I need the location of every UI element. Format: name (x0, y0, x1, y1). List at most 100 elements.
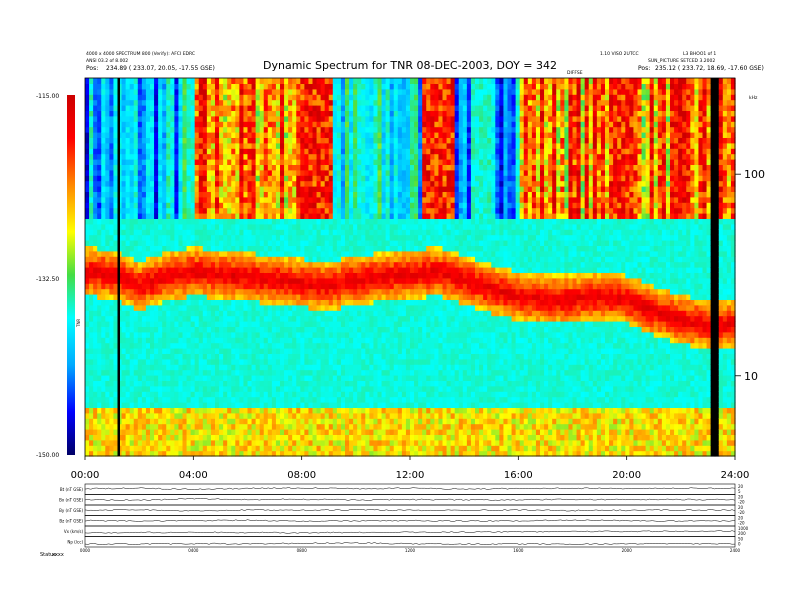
spectrogram-cell (251, 169, 257, 176)
spectrogram-cell (174, 272, 180, 279)
spectrogram-cell (158, 159, 163, 165)
spectrogram-cell (170, 115, 175, 122)
spectrogram-cell (93, 418, 98, 425)
spectrogram-cell (158, 250, 163, 257)
spectrogram-cell (308, 105, 314, 111)
spectrogram-cell (235, 315, 240, 322)
spectrogram-cell (243, 396, 249, 403)
spectrogram-cell (174, 88, 180, 95)
spectrogram-cell (316, 164, 322, 171)
spectrogram-cell (292, 375, 297, 381)
spectrogram-cell (206, 348, 212, 354)
spectrogram-cell (231, 418, 236, 425)
spectrogram-cell (109, 126, 115, 133)
spectrogram-cell (275, 196, 281, 203)
spectrogram-cell (206, 304, 212, 311)
spectrogram-cell (133, 115, 139, 122)
spectrogram-cell (93, 175, 98, 182)
spectrogram-cell (284, 115, 289, 122)
spectrogram-cell (178, 213, 184, 219)
spectrogram-cell (345, 418, 350, 425)
spectrogram-cell (105, 423, 110, 430)
spectrogram-cell (89, 294, 94, 300)
spectrogram-cell (361, 218, 366, 225)
spectrogram-cell (239, 294, 245, 300)
spectrogram-cell (239, 288, 245, 295)
spectrogram-cell (369, 240, 375, 246)
spectrogram-cell (308, 126, 314, 133)
spectrogram-cell (357, 277, 362, 284)
spectrogram-cell (288, 326, 293, 333)
spectrogram-cell (231, 126, 236, 133)
spectrogram-cell (320, 105, 326, 111)
spectrogram-cell (129, 207, 135, 214)
spectrogram-cell (336, 234, 342, 241)
spectrogram-cell (85, 375, 90, 381)
spectrogram-cell (206, 396, 212, 403)
spectrogram-cell (296, 375, 301, 381)
spectrogram-cell (312, 164, 318, 171)
spectrogram-cell (158, 137, 163, 144)
spectrogram-cell (243, 450, 249, 457)
spectrogram-cell (235, 364, 240, 371)
spectrogram-cell (243, 326, 249, 333)
spectrogram-cell (129, 121, 135, 128)
spectrogram-cell (332, 132, 338, 138)
spectrogram-cell (369, 213, 375, 219)
spectrogram-cell (162, 429, 167, 435)
spectrogram-cell (263, 429, 269, 435)
spectrogram-cell (105, 132, 110, 138)
spectrogram-cell (227, 126, 232, 133)
spectrogram-cell (89, 358, 94, 365)
spectrogram-cell (275, 337, 281, 344)
spectrogram-cell (357, 283, 362, 290)
spectrogram-cell (186, 186, 192, 192)
spectrogram-cell (345, 159, 350, 165)
spectrogram-cell (166, 83, 171, 90)
spectrogram-cell (89, 148, 94, 155)
spectrogram-cell (353, 304, 358, 311)
spectrogram-cell (365, 310, 370, 317)
spectrogram-cell (255, 88, 261, 95)
spectrogram-cell (255, 164, 261, 171)
spectrogram-cell (235, 261, 240, 268)
spectrogram-cell (316, 342, 322, 349)
spectrogram-cell (263, 294, 269, 300)
spectrogram-cell (150, 353, 155, 360)
spectrogram-cell (243, 342, 249, 349)
spectrogram-cell (296, 358, 301, 365)
spectrogram-cell (190, 83, 196, 90)
spectrogram-cell (353, 439, 358, 446)
spectrogram-cell (308, 202, 314, 209)
spectrogram-cell (101, 180, 106, 187)
spectrogram-cell (316, 115, 322, 122)
spectrogram-cell (219, 207, 224, 214)
spectrogram-cell (133, 142, 139, 149)
spectrogram-cell (247, 310, 253, 317)
spectrogram-cell (170, 121, 175, 128)
spectrogram-cell (190, 196, 196, 203)
spectrogram-cell (178, 412, 184, 419)
spectrogram-cell (174, 196, 180, 203)
spectrogram-cell (101, 369, 106, 376)
spectrogram-cell (361, 439, 366, 446)
spectrogram-cell (158, 218, 163, 225)
spectrogram-cell (105, 110, 110, 117)
spectrogram-cell (174, 342, 180, 349)
spectrogram-cell (129, 391, 135, 398)
spectrogram-cell (349, 364, 354, 371)
spectrogram-cell (296, 261, 301, 268)
spectrogram-cell (215, 407, 220, 414)
spectrogram-cell (190, 213, 196, 219)
spectrogram-cell (267, 272, 273, 279)
spectrogram-cell (85, 121, 90, 128)
spectrogram-cell (215, 256, 220, 263)
spectrogram-cell (231, 191, 236, 198)
spectrogram-cell (182, 115, 188, 122)
spectrogram-cell (365, 412, 370, 419)
spectrogram-cell (215, 348, 220, 354)
spectrogram-cell (227, 78, 232, 84)
spectrogram-cell (145, 148, 151, 155)
spectrogram-cell (125, 126, 131, 133)
spectrogram-cell (109, 402, 115, 408)
